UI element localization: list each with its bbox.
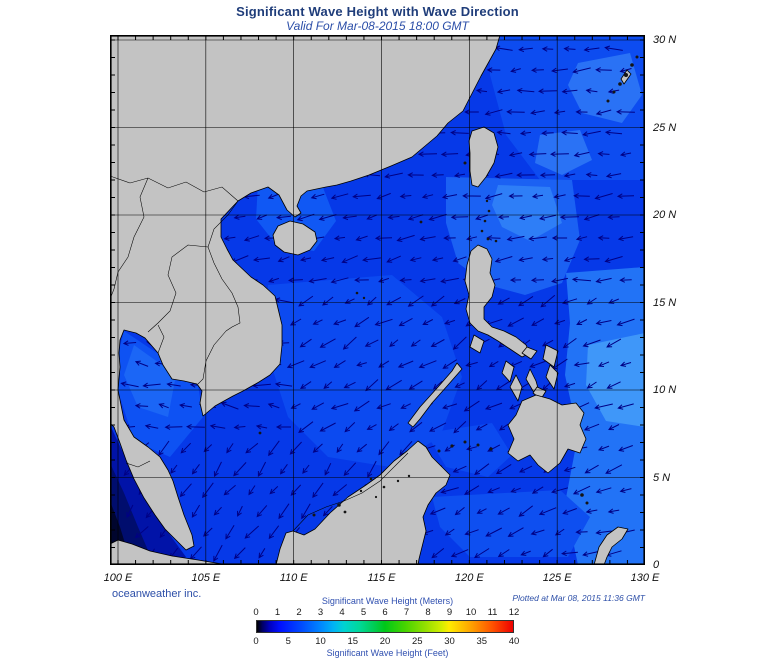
land-taiwan — [468, 126, 499, 188]
lon-label: 130 E — [630, 572, 660, 584]
land-mainland-asia — [110, 35, 501, 551]
lat-label: 0 — [653, 559, 660, 571]
small-islands — [258, 55, 639, 517]
map-canvas — [110, 35, 645, 565]
land-masbate — [521, 346, 538, 360]
feet-tick: 35 — [476, 636, 488, 647]
feet-tick: 20 — [379, 636, 391, 647]
land-borneo — [275, 440, 451, 565]
land-leyte — [545, 364, 559, 390]
lat-label: 20 N — [653, 209, 677, 221]
legend-gradient-bar — [256, 620, 514, 633]
page-title: Significant Wave Height with Wave Direct… — [236, 4, 519, 19]
meters-tick: 8 — [425, 607, 431, 618]
feet-tick: 15 — [347, 636, 359, 647]
lat-label: 10 N — [653, 384, 677, 396]
meters-tick: 1 — [274, 607, 281, 618]
lat-label: 25 N — [653, 121, 677, 134]
lon-label: 120 E — [454, 572, 484, 584]
legend-title-feet: Significant Wave Height (Feet) — [326, 648, 449, 658]
feet-tick: 5 — [285, 636, 291, 647]
lon-label: 115 E — [367, 572, 396, 584]
lon-label: 100 E — [103, 572, 133, 584]
country-borders — [110, 175, 409, 532]
meters-tick: 5 — [360, 607, 367, 618]
lon-label: 125 E — [542, 572, 572, 584]
meters-tick: 3 — [317, 607, 324, 618]
meters-tick: 9 — [446, 607, 453, 618]
feet-tick: 40 — [508, 636, 520, 647]
lon-label: 110 E — [279, 572, 308, 584]
lat-label: 30 N — [653, 34, 677, 46]
feet-tick: 0 — [253, 636, 259, 647]
feet-tick: 25 — [411, 636, 423, 647]
meters-tick: 10 — [465, 607, 477, 618]
oceanweather-brand: oceanweather inc. — [112, 588, 202, 600]
meters-tick: 6 — [382, 607, 388, 618]
feet-tick: 10 — [315, 636, 326, 647]
landmasses — [110, 35, 632, 565]
meters-tick: 12 — [508, 607, 520, 618]
land-mindoro — [469, 334, 485, 354]
land-negros — [509, 374, 523, 402]
plotted-timestamp: Plotted at Mar 08, 2015 11:36 GMT — [512, 593, 645, 603]
meters-tick: 0 — [253, 607, 259, 618]
map-frame — [110, 35, 645, 565]
valid-time-subtitle: Valid For Mar-08-2015 18:00 GMT — [286, 19, 469, 33]
land-mindanao — [507, 394, 587, 474]
lat-label: 5 N — [653, 471, 671, 484]
meters-tick: 4 — [339, 607, 345, 618]
feet-tick: 30 — [444, 636, 455, 647]
graticule-grid — [110, 35, 645, 565]
meters-tick: 7 — [403, 607, 410, 618]
meters-tick: 11 — [487, 607, 498, 618]
meters-tick: 2 — [296, 607, 302, 618]
land-palawan — [407, 362, 463, 428]
land-panay — [501, 360, 515, 383]
land-sulawesi — [593, 526, 629, 565]
land-hainan — [272, 220, 318, 256]
land-samar — [542, 344, 559, 368]
lat-label: 15 N — [653, 296, 677, 309]
lon-label: 105 E — [191, 572, 221, 584]
